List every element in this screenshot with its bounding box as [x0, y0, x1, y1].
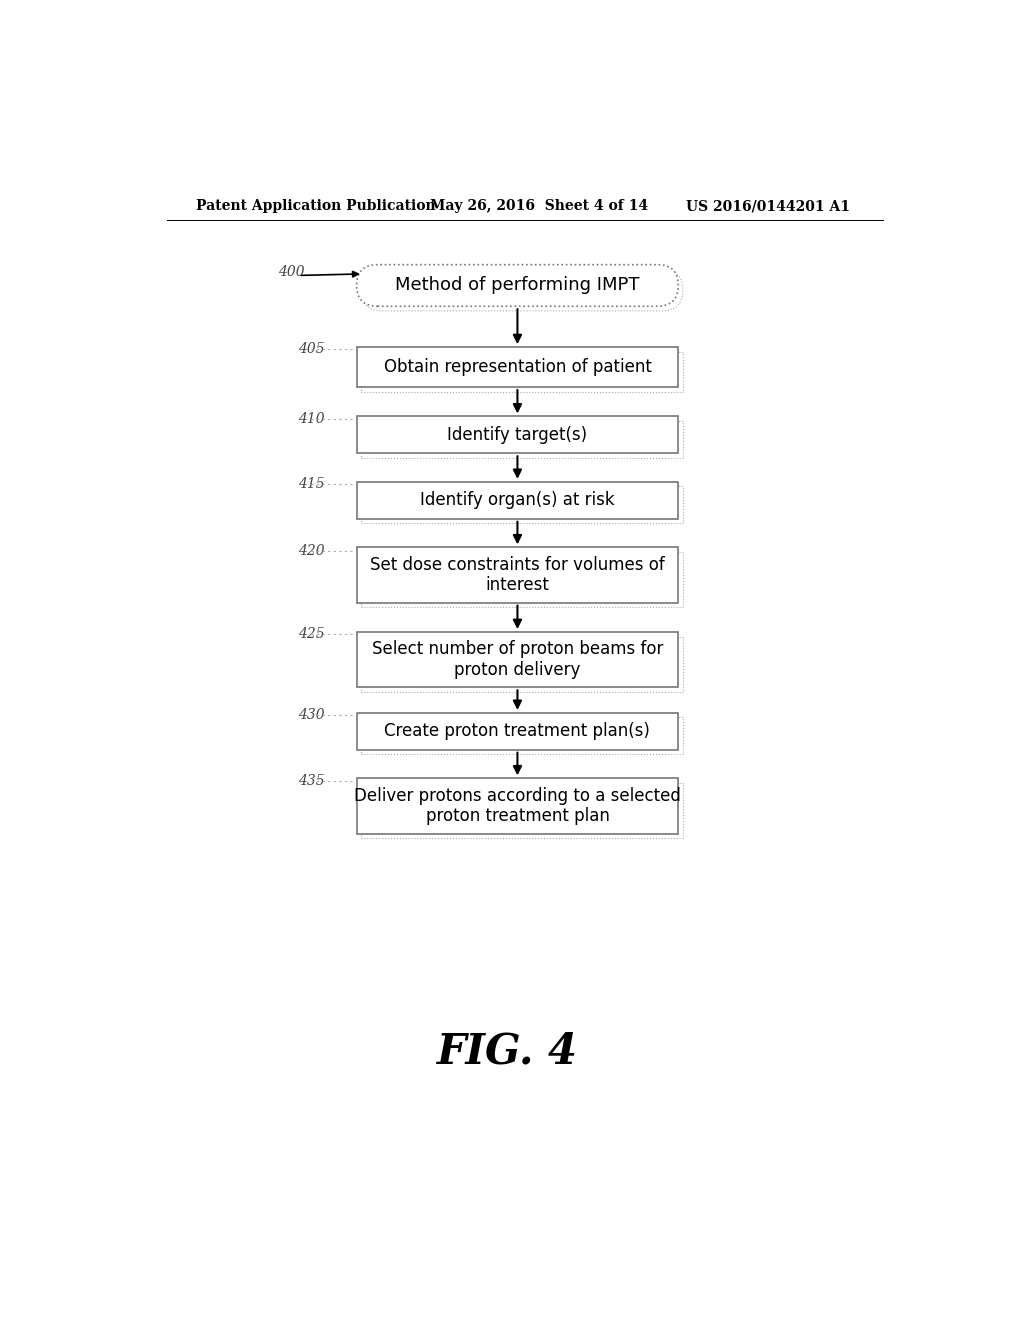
- FancyBboxPatch shape: [361, 783, 683, 838]
- FancyBboxPatch shape: [361, 552, 683, 607]
- FancyBboxPatch shape: [356, 416, 678, 453]
- FancyBboxPatch shape: [356, 347, 678, 387]
- FancyBboxPatch shape: [361, 269, 683, 312]
- Text: Select number of proton beams for
proton delivery: Select number of proton beams for proton…: [372, 640, 664, 678]
- FancyBboxPatch shape: [361, 636, 683, 692]
- Text: Identify organ(s) at risk: Identify organ(s) at risk: [420, 491, 614, 510]
- Text: 435: 435: [299, 774, 326, 788]
- Text: 425: 425: [299, 627, 326, 642]
- Text: Create proton treatment plan(s): Create proton treatment plan(s): [384, 722, 650, 741]
- Text: May 26, 2016  Sheet 4 of 14: May 26, 2016 Sheet 4 of 14: [430, 199, 648, 213]
- FancyBboxPatch shape: [356, 264, 678, 306]
- Text: 415: 415: [299, 477, 326, 491]
- FancyBboxPatch shape: [361, 487, 683, 524]
- Text: Obtain representation of patient: Obtain representation of patient: [384, 358, 651, 376]
- Text: 420: 420: [299, 544, 326, 558]
- FancyBboxPatch shape: [356, 482, 678, 519]
- Text: Patent Application Publication: Patent Application Publication: [197, 199, 436, 213]
- Text: 405: 405: [299, 342, 326, 356]
- Text: 430: 430: [299, 708, 326, 722]
- FancyBboxPatch shape: [356, 779, 678, 834]
- Text: 400: 400: [278, 265, 304, 280]
- Text: FIG. 4: FIG. 4: [437, 1031, 579, 1073]
- FancyBboxPatch shape: [361, 718, 683, 755]
- FancyBboxPatch shape: [361, 421, 683, 458]
- FancyBboxPatch shape: [356, 713, 678, 750]
- FancyBboxPatch shape: [356, 548, 678, 603]
- Text: US 2016/0144201 A1: US 2016/0144201 A1: [686, 199, 850, 213]
- Text: Set dose constraints for volumes of
interest: Set dose constraints for volumes of inte…: [370, 556, 665, 594]
- FancyBboxPatch shape: [356, 632, 678, 688]
- FancyBboxPatch shape: [361, 351, 683, 392]
- Text: 410: 410: [299, 412, 326, 425]
- Text: Method of performing IMPT: Method of performing IMPT: [395, 276, 640, 294]
- Text: Identify target(s): Identify target(s): [447, 426, 588, 444]
- Text: Deliver protons according to a selected
proton treatment plan: Deliver protons according to a selected …: [354, 787, 681, 825]
